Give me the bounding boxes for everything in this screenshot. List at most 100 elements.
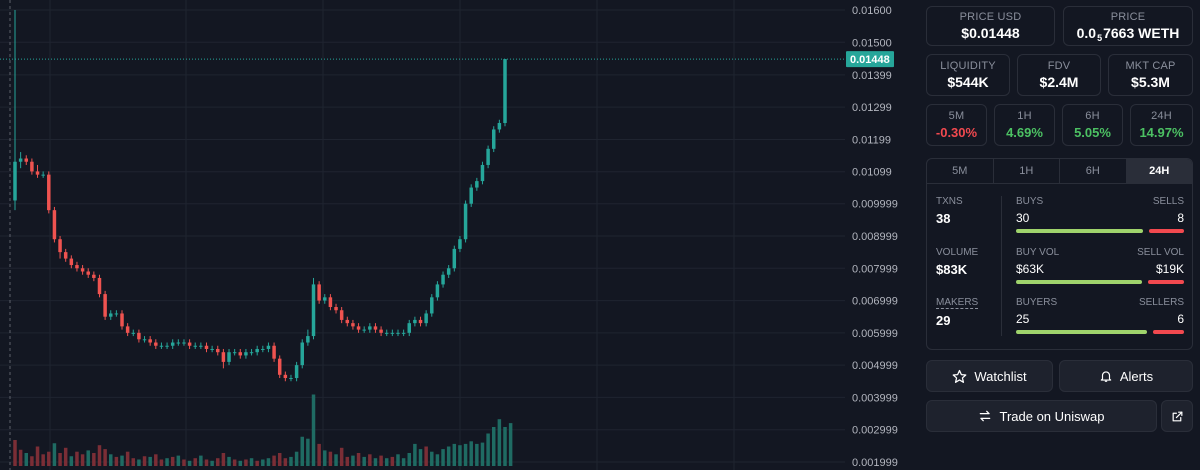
y-tick-label: 0.01099 bbox=[852, 167, 892, 179]
price-native-subscript: 5 bbox=[1097, 33, 1103, 43]
volume-bar bbox=[159, 459, 164, 466]
volume-bar bbox=[373, 458, 378, 466]
volume-bar bbox=[114, 456, 119, 466]
volume-bar bbox=[249, 458, 254, 466]
tab-6h[interactable]: 6H bbox=[1060, 159, 1127, 183]
volume-bar bbox=[300, 436, 304, 466]
volume-bar bbox=[424, 446, 428, 466]
volume-bar bbox=[384, 458, 389, 466]
volume-bar bbox=[221, 453, 226, 466]
txns-label: TXNS bbox=[936, 196, 963, 207]
volume-bar bbox=[480, 442, 485, 466]
external-link-icon bbox=[1172, 411, 1182, 421]
candle-body bbox=[345, 319, 350, 324]
candle-body bbox=[52, 210, 57, 240]
buy-vol-label: BUY VOL bbox=[1016, 247, 1060, 258]
change-6h-card[interactable]: 6H 5.05% bbox=[1062, 104, 1123, 146]
buys-label: BUYS bbox=[1016, 196, 1044, 207]
token-info-panel: PRICE USD $0.01448 PRICE 0.057663 WETH L… bbox=[920, 0, 1200, 470]
volume-bar bbox=[345, 456, 350, 466]
tab-24h[interactable]: 24H bbox=[1126, 159, 1192, 183]
volume-bar bbox=[362, 456, 366, 466]
price-native-value: 0.057663 WETH bbox=[1077, 25, 1180, 43]
sell-vol-label: SELL VOL bbox=[1137, 247, 1184, 258]
star-icon bbox=[953, 369, 967, 383]
candle-body bbox=[232, 352, 237, 354]
candle-body bbox=[475, 181, 479, 188]
trade-on-uniswap-button[interactable]: Trade on Uniswap bbox=[926, 400, 1157, 432]
y-tick-label: 0.01500 bbox=[852, 37, 892, 49]
volume-bar bbox=[24, 453, 29, 466]
tab-5m[interactable]: 5M bbox=[927, 159, 994, 183]
price-usd-label: PRICE USD bbox=[959, 11, 1022, 23]
volume-bar bbox=[13, 440, 17, 466]
y-tick-label: 0.001999 bbox=[852, 457, 898, 469]
liquidity-card: LIQUIDITY $544K bbox=[926, 54, 1010, 96]
candle-body bbox=[114, 313, 119, 315]
volume-bar bbox=[289, 456, 293, 466]
candle-body bbox=[170, 342, 175, 346]
change-5m-card[interactable]: 5M -0.30% bbox=[926, 104, 987, 146]
volume-bar bbox=[503, 427, 507, 466]
swap-arrows-icon bbox=[980, 410, 991, 422]
volume-bar bbox=[165, 458, 169, 466]
candle-body bbox=[30, 161, 34, 172]
y-tick-label: 0.005999 bbox=[852, 328, 898, 340]
volume-bar bbox=[306, 438, 310, 466]
external-link-button[interactable] bbox=[1161, 400, 1193, 432]
volume-bar bbox=[148, 456, 152, 466]
volume-bar bbox=[92, 453, 96, 466]
candle-body bbox=[80, 268, 85, 272]
price-usd-value: $0.01448 bbox=[961, 25, 1020, 41]
buyers-bar bbox=[1016, 330, 1147, 334]
candle-body bbox=[311, 284, 316, 337]
change-6h-label: 6H bbox=[1085, 110, 1100, 122]
candle-body bbox=[390, 332, 395, 334]
candle-body bbox=[35, 171, 40, 175]
volume-bar bbox=[204, 459, 209, 466]
price-chart[interactable]: 0.01600 0.01500 0.01399 0.01299 0.01199 0.010… bbox=[0, 0, 910, 470]
candle-body bbox=[18, 158, 23, 162]
candle-body bbox=[323, 297, 327, 301]
txns-row: TXNS 38 BUYS SELLS 30 8 bbox=[927, 196, 1192, 240]
volume-bar bbox=[491, 427, 496, 466]
makers-value: 29 bbox=[936, 313, 951, 328]
candle-body bbox=[334, 307, 338, 311]
candle-body bbox=[165, 345, 169, 347]
watchlist-button[interactable]: Watchlist bbox=[926, 360, 1053, 392]
volume-bar bbox=[86, 450, 90, 466]
volume-bar bbox=[379, 455, 383, 466]
mkt-cap-label: MKT CAP bbox=[1125, 60, 1176, 72]
candle-body bbox=[131, 332, 136, 334]
candle-body bbox=[154, 342, 158, 346]
candle-body bbox=[109, 313, 113, 317]
candle-body bbox=[480, 164, 485, 182]
candle-body bbox=[469, 187, 473, 204]
volume-bar bbox=[142, 456, 147, 466]
candle-body bbox=[120, 313, 124, 327]
candle-body bbox=[418, 319, 423, 324]
buys-value: 30 bbox=[1016, 211, 1030, 225]
change-24h-card[interactable]: 24H 14.97% bbox=[1130, 104, 1193, 146]
volume-bar bbox=[317, 443, 321, 466]
price-native-card: PRICE 0.057663 WETH bbox=[1063, 6, 1193, 46]
volume-bar bbox=[238, 460, 243, 466]
volume-bar bbox=[35, 446, 40, 466]
y-tick-label: 0.006999 bbox=[852, 296, 898, 308]
volume-value: $83K bbox=[936, 262, 968, 277]
makers-label[interactable]: MAKERS bbox=[936, 297, 979, 309]
y-tick-label: 0.007999 bbox=[852, 263, 898, 275]
volume-bar bbox=[125, 451, 130, 466]
candle-body bbox=[458, 239, 462, 249]
alerts-button[interactable]: Alerts bbox=[1059, 360, 1193, 392]
y-tick-label: 0.009999 bbox=[852, 199, 898, 211]
buys-bar bbox=[1016, 229, 1143, 233]
current-price-label: 0.01448 bbox=[850, 54, 890, 66]
candle-body bbox=[272, 345, 276, 359]
change-1h-card[interactable]: 1H 4.69% bbox=[994, 104, 1055, 146]
candle-body bbox=[41, 174, 45, 176]
candlestick-chart[interactable]: 0.01600 0.01500 0.01399 0.01299 0.01199 0.010… bbox=[0, 0, 910, 470]
fdv-label: FDV bbox=[1047, 60, 1071, 72]
candle-body bbox=[351, 323, 355, 327]
tab-1h[interactable]: 1H bbox=[994, 159, 1060, 183]
